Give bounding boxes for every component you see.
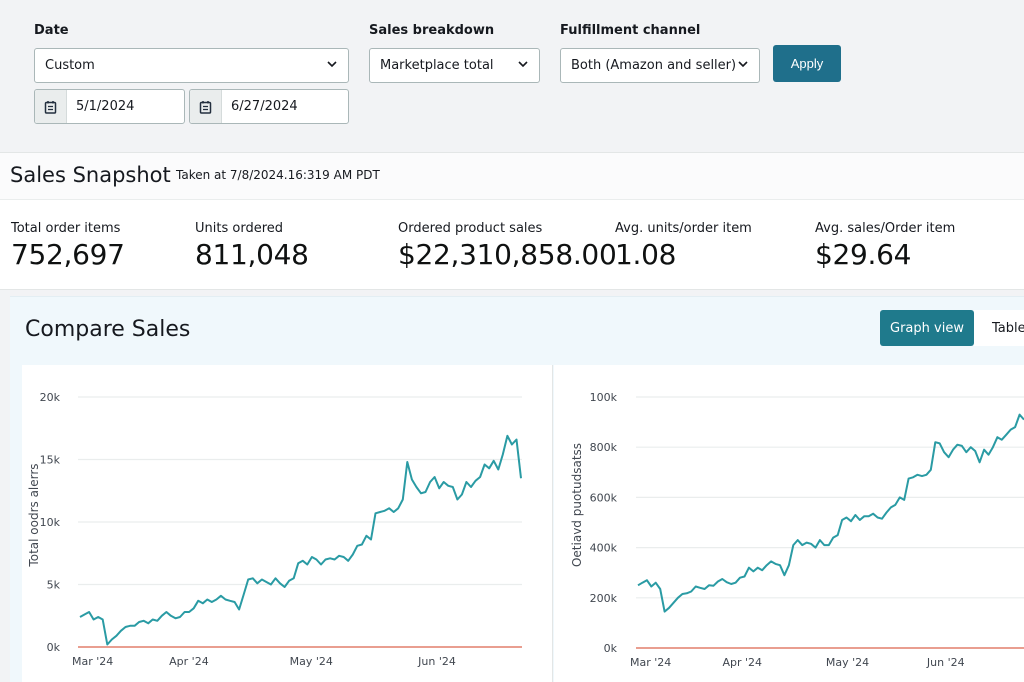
metric-label: Units ordered xyxy=(195,221,283,236)
metric-label: Ordered product sales xyxy=(398,221,543,236)
sales-breakdown-select[interactable]: Marketplace total xyxy=(369,48,540,83)
y-tick-label: 0k xyxy=(604,642,618,655)
ordered-product-sales-chart-panel: 0k 200k 400k 600k 800k 100k Oetiavd puotudsats… xyxy=(554,365,1024,682)
metric-label: Avg. sales/Order item xyxy=(815,221,956,236)
metric-label: Total order items xyxy=(11,221,121,236)
metric-ordered-product-sales: Ordered product sales $22,310,858.00 xyxy=(398,221,617,271)
metric-value: 752,697 xyxy=(11,238,125,271)
total-order-items-chart: 0k 5k 10k 15k 20k Total oodrs alerrs Mar '24 Ap… xyxy=(27,391,522,668)
apply-button[interactable]: Apply xyxy=(773,45,841,82)
sales-breakdown-value: Marketplace total xyxy=(380,58,494,73)
metric-units-ordered: Units ordered 811,048 xyxy=(195,221,309,271)
start-date-field[interactable]: 5/1/2024 xyxy=(34,89,185,124)
y-tick-label: 400k xyxy=(590,542,618,555)
x-tick-label: May '24 xyxy=(826,656,869,669)
metric-avg-sales-per-order-item: Avg. sales/Order item $29.64 xyxy=(815,221,955,271)
x-tick-label: Mar '24 xyxy=(72,655,113,668)
x-tick-label: Apr '24 xyxy=(722,656,762,669)
start-date-value: 5/1/2024 xyxy=(76,99,135,114)
y-tick-label: 20k xyxy=(40,391,61,404)
chevron-down-icon xyxy=(518,61,528,68)
y-tick-label: 200k xyxy=(590,592,618,605)
snapshot-header: Sales Snapshot Taken at 7/8/2024.16:319 … xyxy=(0,153,1024,200)
x-tick-label: May '24 xyxy=(290,655,333,668)
y-tick-label: 15k xyxy=(40,454,61,467)
compare-sales-title: Compare Sales xyxy=(25,317,191,342)
y-tick-label: 10k xyxy=(40,516,61,529)
fulfillment-channel-select[interactable]: Both (Amazon and seller) xyxy=(560,48,760,83)
date-range-value: Custom xyxy=(45,58,95,73)
total-order-items-chart-panel: 0k 5k 10k 15k 20k Total oodrs alerrs Mar '24 Ap… xyxy=(22,365,553,682)
snapshot-title: Sales Snapshot xyxy=(10,163,171,187)
y-axis-label: Total oodrs alerrs xyxy=(27,463,41,567)
snapshot-timestamp: Taken at 7/8/2024.16:319 AM PDT xyxy=(176,168,380,182)
sales-breakdown-label: Sales breakdown xyxy=(369,23,495,38)
graph-view-tab[interactable]: Graph view xyxy=(880,310,974,346)
chevron-down-icon xyxy=(738,61,748,68)
metric-value: $29.64 xyxy=(815,238,912,271)
y-tick-label: 100k xyxy=(590,391,618,404)
metric-total-order-items: Total order items 752,697 xyxy=(11,221,125,271)
x-tick-label: Apr '24 xyxy=(169,655,209,668)
ordered-product-sales-chart: 0k 200k 400k 600k 800k 100k Oetiavd puotudsats… xyxy=(570,391,1024,669)
end-date-field[interactable]: 6/27/2024 xyxy=(189,89,349,124)
y-tick-label: 800k xyxy=(590,441,618,454)
compare-sales-section: Compare Sales Graph view Table 0k 5k 10k 15… xyxy=(10,296,1024,682)
metric-label: Avg. units/order item xyxy=(615,221,752,236)
metric-value: 811,048 xyxy=(195,238,309,271)
calendar-icon[interactable] xyxy=(190,90,222,123)
fulfillment-channel-value: Both (Amazon and seller) xyxy=(571,58,737,73)
end-date-value: 6/27/2024 xyxy=(231,99,298,114)
metric-avg-units-per-order-item: Avg. units/order item 1.08 xyxy=(615,221,752,271)
fulfillment-channel-label: Fulfillment channel xyxy=(560,23,701,38)
y-axis-label: Oetiavd puotudsatss xyxy=(570,443,584,567)
y-tick-label: 0k xyxy=(47,641,61,654)
x-tick-label: Mar '24 xyxy=(630,656,671,669)
x-tick-label: Jun '24 xyxy=(417,655,456,668)
sales-snapshot: Sales Snapshot Taken at 7/8/2024.16:319 … xyxy=(0,152,1024,290)
date-label: Date xyxy=(34,23,69,38)
calendar-icon[interactable] xyxy=(35,90,67,123)
y-tick-label: 600k xyxy=(590,491,618,504)
metric-value: $22,310,858.00 xyxy=(398,238,617,271)
series-line xyxy=(79,434,522,646)
x-tick-label: Jun '24 xyxy=(926,656,965,669)
y-tick-label: 5k xyxy=(47,579,61,592)
filter-bar: Date Custom 5/1/2024 6/27/2024 Sales bre… xyxy=(0,0,1024,145)
date-range-select[interactable]: Custom xyxy=(34,48,349,83)
chevron-down-icon xyxy=(327,61,337,68)
metric-value: 1.08 xyxy=(615,238,677,271)
series-line xyxy=(637,413,1024,613)
table-view-tab[interactable]: Table xyxy=(974,310,1024,346)
